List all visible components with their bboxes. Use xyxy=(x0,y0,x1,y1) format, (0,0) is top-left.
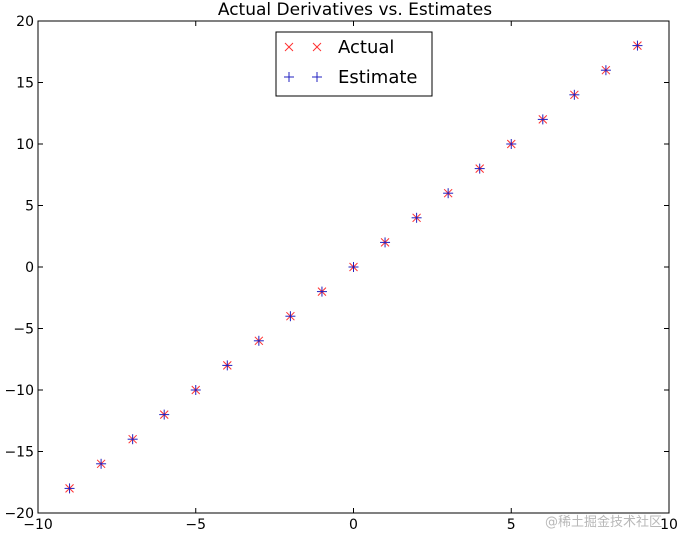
estimate-data-point xyxy=(190,385,201,395)
estimate-data-point xyxy=(64,483,75,494)
estimate-data-point xyxy=(316,286,327,297)
estimate-data-point xyxy=(443,188,454,199)
legend-marker-actual xyxy=(312,42,322,52)
y-tick-label: −10 xyxy=(4,383,34,399)
estimate-data-point xyxy=(285,311,296,322)
estimate-data-point xyxy=(127,434,138,445)
legend-marker-estimate xyxy=(284,72,294,82)
legend: Actual Estimate xyxy=(275,31,433,97)
legend-label-estimate: Estimate xyxy=(338,67,418,88)
legend-marker-estimate xyxy=(312,72,322,82)
estimate-data-point xyxy=(159,409,170,420)
x-tick-label: −10 xyxy=(23,517,53,533)
estimate-data-point xyxy=(380,237,391,248)
estimate-data-point xyxy=(253,335,264,346)
y-tick-label: 5 xyxy=(25,199,34,215)
x-tick-label: −5 xyxy=(185,517,206,533)
x-tick-label: 0 xyxy=(349,517,358,533)
legend-label-actual: Actual xyxy=(338,37,394,58)
estimate-data-point xyxy=(632,40,643,51)
chart-title: Actual Derivatives vs. Estimates xyxy=(218,0,492,20)
estimate-data-point xyxy=(96,458,107,469)
legend-frame xyxy=(275,31,433,97)
y-tick-label: 10 xyxy=(16,137,34,153)
x-tick-label: 5 xyxy=(507,517,516,533)
data-points xyxy=(64,40,643,494)
estimate-data-point xyxy=(537,114,548,125)
y-tick-label: −20 xyxy=(4,506,34,522)
estimate-data-point xyxy=(411,212,422,223)
estimate-data-point xyxy=(348,262,359,272)
axes-layer: −10 −5 0 5 10 −20 −15 −10 −5 0 5 10 15 20 xyxy=(4,14,677,533)
x-tick-label: 10 xyxy=(660,517,678,533)
y-tick-label: −5 xyxy=(13,322,34,338)
y-tick-label: −15 xyxy=(4,445,34,461)
estimate-data-point xyxy=(569,89,580,100)
estimate-data-point xyxy=(600,65,611,76)
y-tick-label: 20 xyxy=(16,14,34,30)
watermark-text: @稀土掘金技术社区 xyxy=(545,514,662,530)
estimate-data-point xyxy=(222,360,233,371)
y-tick-label: 15 xyxy=(16,76,34,92)
estimate-data-point xyxy=(506,139,517,149)
y-tick-label: 0 xyxy=(25,260,34,276)
legend-marker-actual xyxy=(284,42,294,52)
estimate-data-point xyxy=(474,163,485,174)
